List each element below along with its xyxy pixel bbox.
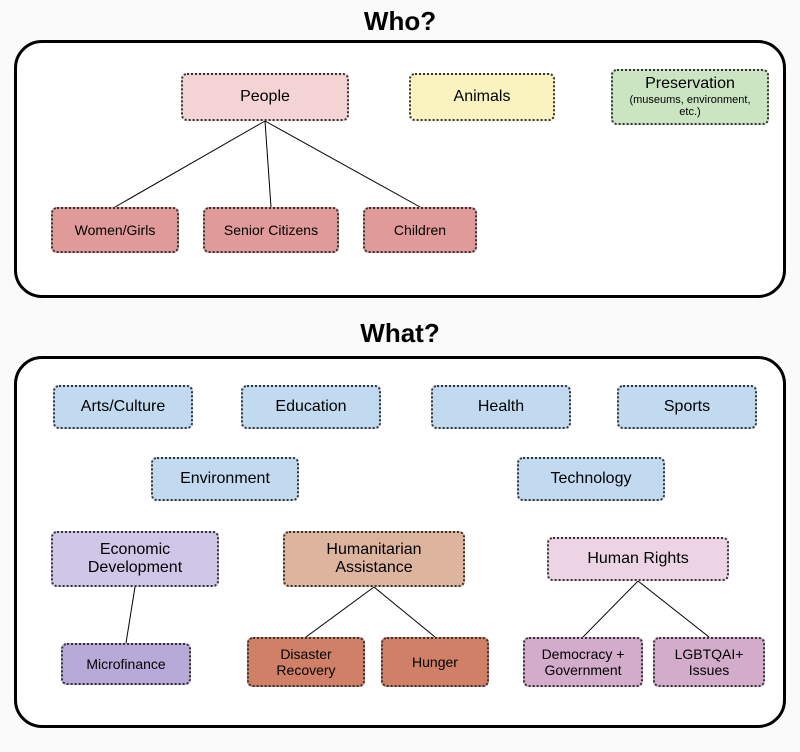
who-edge-people-women — [115, 121, 265, 207]
what-node-sports: Sports — [617, 385, 757, 429]
who-node-preservation-sublabel: (museums, environment, etc.) — [619, 94, 761, 119]
who-title: Who? — [0, 6, 800, 37]
who-node-people-label: People — [240, 88, 290, 106]
what-edge-rights-democracy — [583, 581, 638, 637]
what-node-humanitarian: Humanitarian Assistance — [283, 531, 465, 587]
what-node-education: Education — [241, 385, 381, 429]
who-edge-people-seniors — [265, 121, 271, 207]
what-node-rights-label: Human Rights — [587, 550, 688, 568]
who-edge-people-children — [265, 121, 420, 207]
what-edge-econ-micro — [126, 587, 135, 643]
what-node-micro: Microfinance — [61, 643, 191, 685]
what-node-democracy: Democracy + Government — [523, 637, 643, 687]
who-node-children-label: Children — [394, 222, 446, 238]
what-node-democracy-label: Democracy + Government — [531, 646, 635, 678]
what-node-hunger-label: Hunger — [412, 654, 458, 670]
what-node-rights: Human Rights — [547, 537, 729, 581]
what-node-micro-label: Microfinance — [86, 656, 165, 672]
what-node-environment: Environment — [151, 457, 299, 501]
what-node-lgbtqai: LGBTQAI+ Issues — [653, 637, 765, 687]
what-edge-humanitarian-hunger — [374, 587, 435, 637]
what-node-disaster: Disaster Recovery — [247, 637, 365, 687]
who-node-preservation: Preservation(museums, environment, etc.) — [611, 69, 769, 125]
what-node-technology: Technology — [517, 457, 665, 501]
who-node-children: Children — [363, 207, 477, 253]
who-panel: People Animals Preservation(museums, envir… — [14, 40, 786, 298]
what-node-technology-label: Technology — [551, 470, 632, 488]
what-node-education-label: Education — [275, 398, 346, 416]
what-node-health: Health — [431, 385, 571, 429]
what-node-sports-label: Sports — [664, 398, 710, 416]
what-node-arts: Arts/Culture — [53, 385, 193, 429]
what-node-disaster-label: Disaster Recovery — [255, 646, 357, 678]
what-title: What? — [0, 318, 800, 349]
who-node-preservation-label: Preservation — [645, 75, 735, 93]
what-node-arts-label: Arts/Culture — [81, 398, 165, 416]
who-node-people: People — [181, 73, 349, 121]
who-node-seniors-label: Senior Citizens — [224, 222, 318, 238]
what-node-hunger: Hunger — [381, 637, 489, 687]
what-panel: Arts/Culture Education Health Sports Environ… — [14, 356, 786, 728]
who-node-seniors: Senior Citizens — [203, 207, 339, 253]
what-edge-humanitarian-disaster — [306, 587, 374, 637]
what-node-environment-label: Environment — [180, 470, 270, 488]
what-node-lgbtqai-label: LGBTQAI+ Issues — [661, 646, 757, 678]
what-node-econ-label: Economic Development — [59, 541, 211, 578]
what-node-health-label: Health — [478, 398, 524, 416]
who-node-animals-label: Animals — [454, 88, 511, 106]
who-node-women-label: Women/Girls — [75, 222, 156, 238]
what-edge-rights-lgbtqai — [638, 581, 709, 637]
what-node-humanitarian-label: Humanitarian Assistance — [291, 541, 457, 578]
who-node-animals: Animals — [409, 73, 555, 121]
what-node-econ: Economic Development — [51, 531, 219, 587]
who-node-women: Women/Girls — [51, 207, 179, 253]
